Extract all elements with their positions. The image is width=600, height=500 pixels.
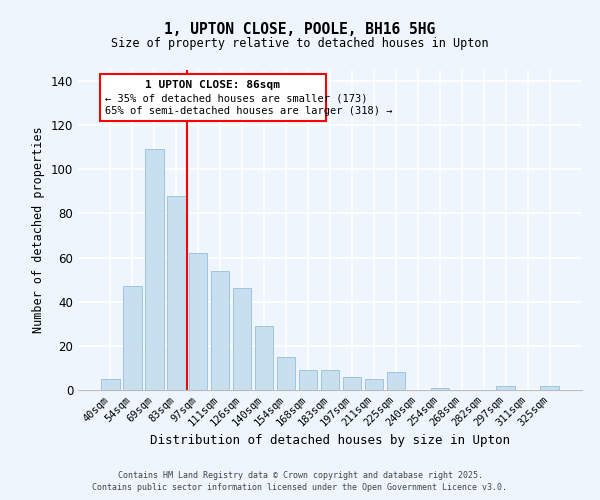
Bar — [386, 372, 405, 390]
Text: 1, UPTON CLOSE, POOLE, BH16 5HG: 1, UPTON CLOSE, POOLE, BH16 5HG — [164, 22, 436, 38]
Bar — [255, 326, 274, 390]
Text: 1 UPTON CLOSE: 86sqm: 1 UPTON CLOSE: 86sqm — [145, 80, 280, 90]
Bar — [277, 357, 295, 390]
Bar — [189, 253, 208, 390]
Bar — [431, 388, 449, 390]
Bar — [343, 377, 361, 390]
Bar — [365, 379, 383, 390]
Bar — [167, 196, 185, 390]
Bar — [541, 386, 559, 390]
Text: 65% of semi-detached houses are larger (318) →: 65% of semi-detached houses are larger (… — [105, 106, 392, 117]
Bar — [145, 150, 164, 390]
Text: Contains HM Land Registry data © Crown copyright and database right 2025.: Contains HM Land Registry data © Crown c… — [118, 470, 482, 480]
Bar — [211, 271, 229, 390]
FancyBboxPatch shape — [100, 74, 326, 121]
Bar — [101, 379, 119, 390]
X-axis label: Distribution of detached houses by size in Upton: Distribution of detached houses by size … — [150, 434, 510, 447]
Bar — [233, 288, 251, 390]
Text: Contains public sector information licensed under the Open Government Licence v3: Contains public sector information licen… — [92, 483, 508, 492]
Bar — [123, 286, 142, 390]
Bar — [299, 370, 317, 390]
Y-axis label: Number of detached properties: Number of detached properties — [32, 126, 45, 334]
Bar — [320, 370, 340, 390]
Bar — [496, 386, 515, 390]
Text: Size of property relative to detached houses in Upton: Size of property relative to detached ho… — [111, 38, 489, 51]
Text: ← 35% of detached houses are smaller (173): ← 35% of detached houses are smaller (17… — [105, 93, 367, 103]
